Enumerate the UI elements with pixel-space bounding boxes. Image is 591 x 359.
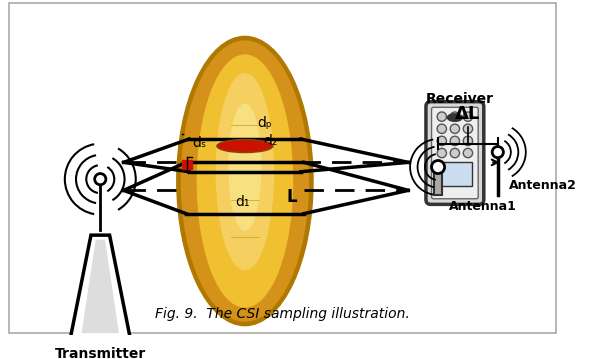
Ellipse shape xyxy=(197,55,293,307)
Bar xyxy=(183,159,191,169)
Circle shape xyxy=(450,112,460,121)
Text: dₛ: dₛ xyxy=(193,136,207,150)
Ellipse shape xyxy=(219,141,271,151)
Ellipse shape xyxy=(229,104,261,230)
Ellipse shape xyxy=(177,36,313,326)
Text: Fig. 9.  The CSI sampling illustration.: Fig. 9. The CSI sampling illustration. xyxy=(155,307,410,321)
Text: d₁: d₁ xyxy=(235,195,249,209)
Polygon shape xyxy=(82,240,119,333)
FancyBboxPatch shape xyxy=(431,107,478,199)
Text: Antenna1: Antenna1 xyxy=(449,200,517,213)
Ellipse shape xyxy=(447,114,462,121)
Text: Receiver: Receiver xyxy=(426,92,493,106)
Circle shape xyxy=(463,124,473,134)
Circle shape xyxy=(463,136,473,145)
Ellipse shape xyxy=(181,41,309,321)
Ellipse shape xyxy=(217,140,273,153)
Circle shape xyxy=(437,112,446,121)
Circle shape xyxy=(437,148,446,158)
Bar xyxy=(434,167,442,195)
Polygon shape xyxy=(70,235,130,338)
Text: Transmitter: Transmitter xyxy=(54,347,146,359)
Circle shape xyxy=(450,148,460,158)
FancyBboxPatch shape xyxy=(426,102,484,204)
Circle shape xyxy=(95,173,106,185)
Text: dₚ: dₚ xyxy=(257,116,272,130)
Text: ΔL: ΔL xyxy=(455,105,480,123)
Text: d₂: d₂ xyxy=(264,134,278,148)
Circle shape xyxy=(492,146,504,158)
Circle shape xyxy=(450,136,460,145)
Circle shape xyxy=(463,148,473,158)
Ellipse shape xyxy=(219,141,271,151)
Circle shape xyxy=(450,124,460,134)
FancyBboxPatch shape xyxy=(9,3,556,333)
Text: Antenna2: Antenna2 xyxy=(509,179,577,192)
Ellipse shape xyxy=(216,74,274,270)
Circle shape xyxy=(437,136,446,145)
Text: L: L xyxy=(287,188,297,206)
Circle shape xyxy=(463,112,473,121)
Circle shape xyxy=(431,160,444,173)
Circle shape xyxy=(437,124,446,134)
Bar xyxy=(438,162,472,186)
